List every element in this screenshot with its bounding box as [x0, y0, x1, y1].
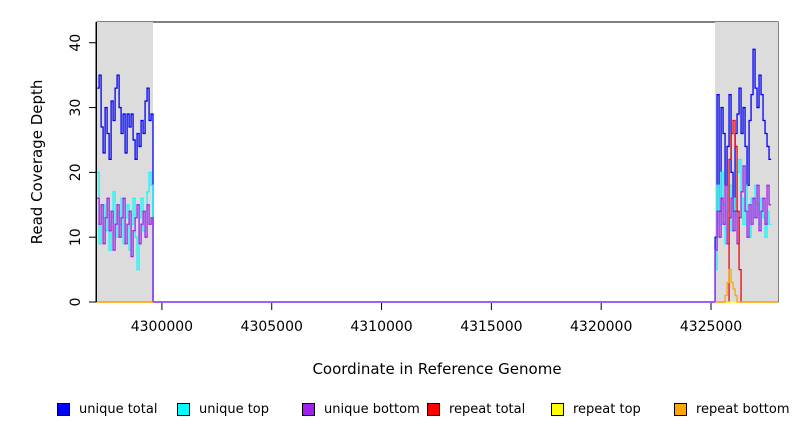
legend-label: repeat total	[449, 401, 526, 417]
series-unique-bottom	[97, 165, 772, 303]
x-tick-label: 4315000	[460, 319, 522, 335]
x-tick-label: 4305000	[241, 319, 303, 335]
x-axis-title: Coordinate in Reference Genome	[312, 360, 561, 378]
legend-swatch-icon	[177, 402, 190, 416]
coverage-chart: Read Coverage Depth Coordinate in Refere…	[28, 21, 779, 378]
legend-label: unique top	[199, 401, 270, 417]
shaded-region	[97, 22, 154, 302]
legend-label: unique total	[79, 401, 158, 417]
x-tick-label: 4300000	[131, 319, 193, 335]
legend-item-repeat-total: repeat total	[427, 399, 525, 419]
legend-label: repeat top	[573, 401, 641, 417]
legend-item-repeat-bottom: repeat bottom	[674, 399, 790, 419]
legend-swatch-icon	[551, 402, 564, 416]
legend-item-unique-total: unique total	[57, 399, 157, 419]
x-tick-label: 4320000	[570, 319, 632, 335]
legend-label: unique bottom	[324, 401, 420, 417]
x-tick-label: 4325000	[680, 319, 742, 335]
legend-swatch-icon	[674, 402, 687, 416]
series-unique-top	[97, 158, 772, 303]
legend-item-unique-bottom: unique bottom	[302, 399, 420, 419]
plot-box	[96, 21, 779, 303]
legend-swatch-icon	[302, 402, 315, 416]
legend-item-unique-top: unique top	[177, 399, 269, 419]
data-series	[97, 48, 778, 303]
shaded-regions	[97, 22, 778, 302]
series-unique-total	[97, 48, 772, 303]
plot-border	[96, 21, 779, 303]
legend-label: repeat bottom	[696, 401, 790, 417]
axes: 0 10 20 30 40 4300000 4305000 4310000 4315000 432…	[68, 22, 742, 335]
y-axis-title: Read Coverage Depth	[28, 80, 46, 245]
y-tick-label: 30	[68, 99, 84, 117]
y-tick-label: 40	[68, 34, 84, 52]
series-repeat-bottom	[715, 268, 778, 303]
plot-svg: Read Coverage Depth Coordinate in Refere…	[28, 21, 779, 378]
y-tick-label: 20	[68, 163, 84, 181]
legend: unique total unique top unique bottom repea…	[0, 399, 792, 423]
legend-swatch-icon	[57, 402, 70, 416]
y-tick-label: 0	[68, 298, 84, 307]
y-tick-label: 10	[68, 228, 84, 246]
legend-item-repeat-top: repeat top	[551, 399, 641, 419]
legend-swatch-icon	[427, 402, 440, 416]
x-tick-label: 4310000	[350, 319, 412, 335]
